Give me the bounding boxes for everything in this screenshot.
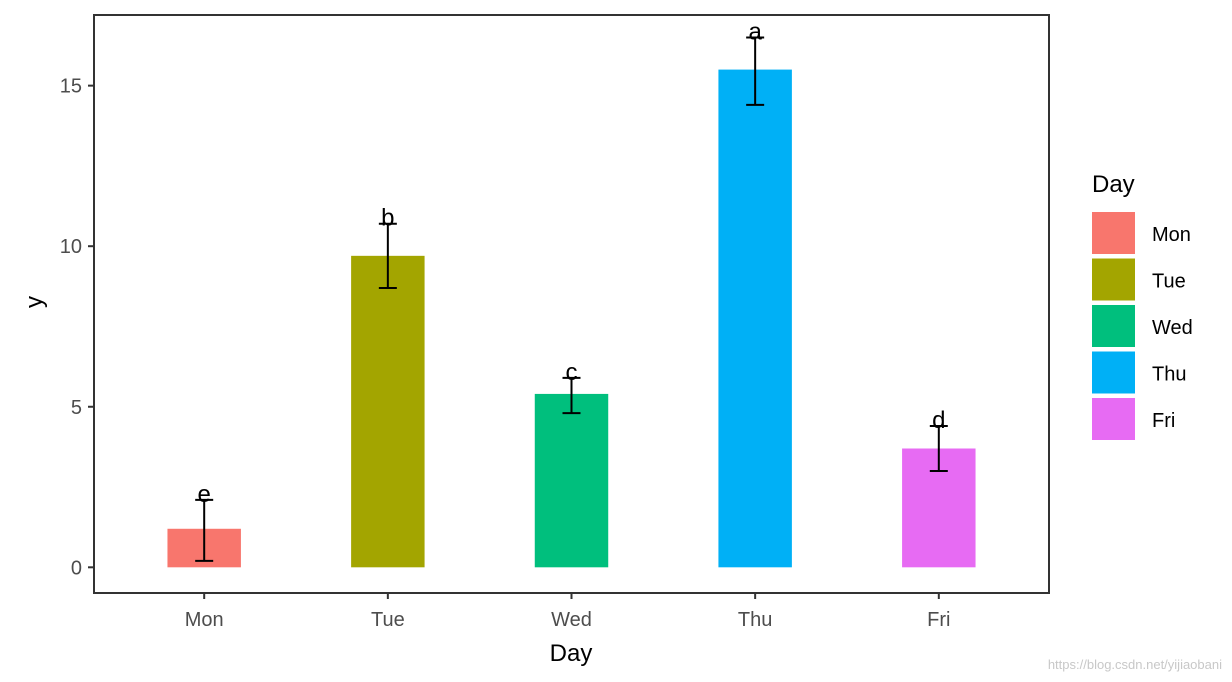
y-tick-label: 5 bbox=[71, 397, 82, 419]
significance-letter: c bbox=[566, 359, 578, 386]
error-bar-fri bbox=[929, 425, 948, 472]
bar-tue bbox=[351, 255, 425, 568]
error-bar-wed bbox=[562, 376, 581, 415]
significance-letter: e bbox=[198, 481, 211, 508]
y-axis-title: y bbox=[21, 296, 48, 308]
y-tick-label: 10 bbox=[60, 236, 82, 258]
x-tick-label: Mon bbox=[185, 609, 224, 631]
bar-wed bbox=[534, 393, 609, 568]
x-axis-title: Day bbox=[550, 640, 593, 667]
legend-label: Tue bbox=[1152, 271, 1186, 293]
legend-label: Mon bbox=[1152, 224, 1191, 246]
error-bars-group bbox=[195, 36, 948, 562]
error-bar-tue bbox=[378, 222, 397, 289]
error-bar-thu bbox=[746, 36, 765, 106]
significance-letter: a bbox=[748, 18, 762, 45]
x-tick-label: Thu bbox=[738, 609, 772, 631]
legend-label: Fri bbox=[1152, 410, 1175, 432]
error-bar-mon bbox=[195, 498, 214, 562]
legend-key-wed bbox=[1092, 305, 1135, 347]
y-axis: 0 5 10 15 bbox=[60, 76, 94, 579]
y-tick-label: 0 bbox=[71, 557, 82, 579]
significance-letters-group: e b c a d bbox=[198, 18, 946, 507]
legend: Day Mon Tue Wed Thu Fri bbox=[1092, 171, 1193, 440]
legend-key-fri bbox=[1092, 398, 1135, 440]
x-tick-label: Fri bbox=[927, 609, 950, 631]
x-axis: Mon Tue Wed Thu Fri bbox=[185, 593, 950, 631]
legend-label: Wed bbox=[1152, 317, 1193, 339]
significance-letter: b bbox=[381, 205, 394, 232]
watermark-text: https://blog.csdn.net/yijiaobani bbox=[1047, 657, 1222, 672]
y-tick-label: 15 bbox=[60, 76, 82, 98]
legend-key-tue bbox=[1092, 258, 1135, 301]
legend-key-mon bbox=[1092, 212, 1135, 254]
bars-group bbox=[167, 69, 976, 568]
legend-key-thu bbox=[1092, 351, 1135, 394]
legend-label: Thu bbox=[1152, 364, 1186, 386]
x-tick-label: Tue bbox=[371, 609, 405, 631]
x-tick-label: Wed bbox=[551, 609, 592, 631]
significance-letter: d bbox=[932, 407, 945, 434]
legend-title: Day bbox=[1092, 171, 1135, 198]
bar-thu bbox=[718, 69, 792, 568]
